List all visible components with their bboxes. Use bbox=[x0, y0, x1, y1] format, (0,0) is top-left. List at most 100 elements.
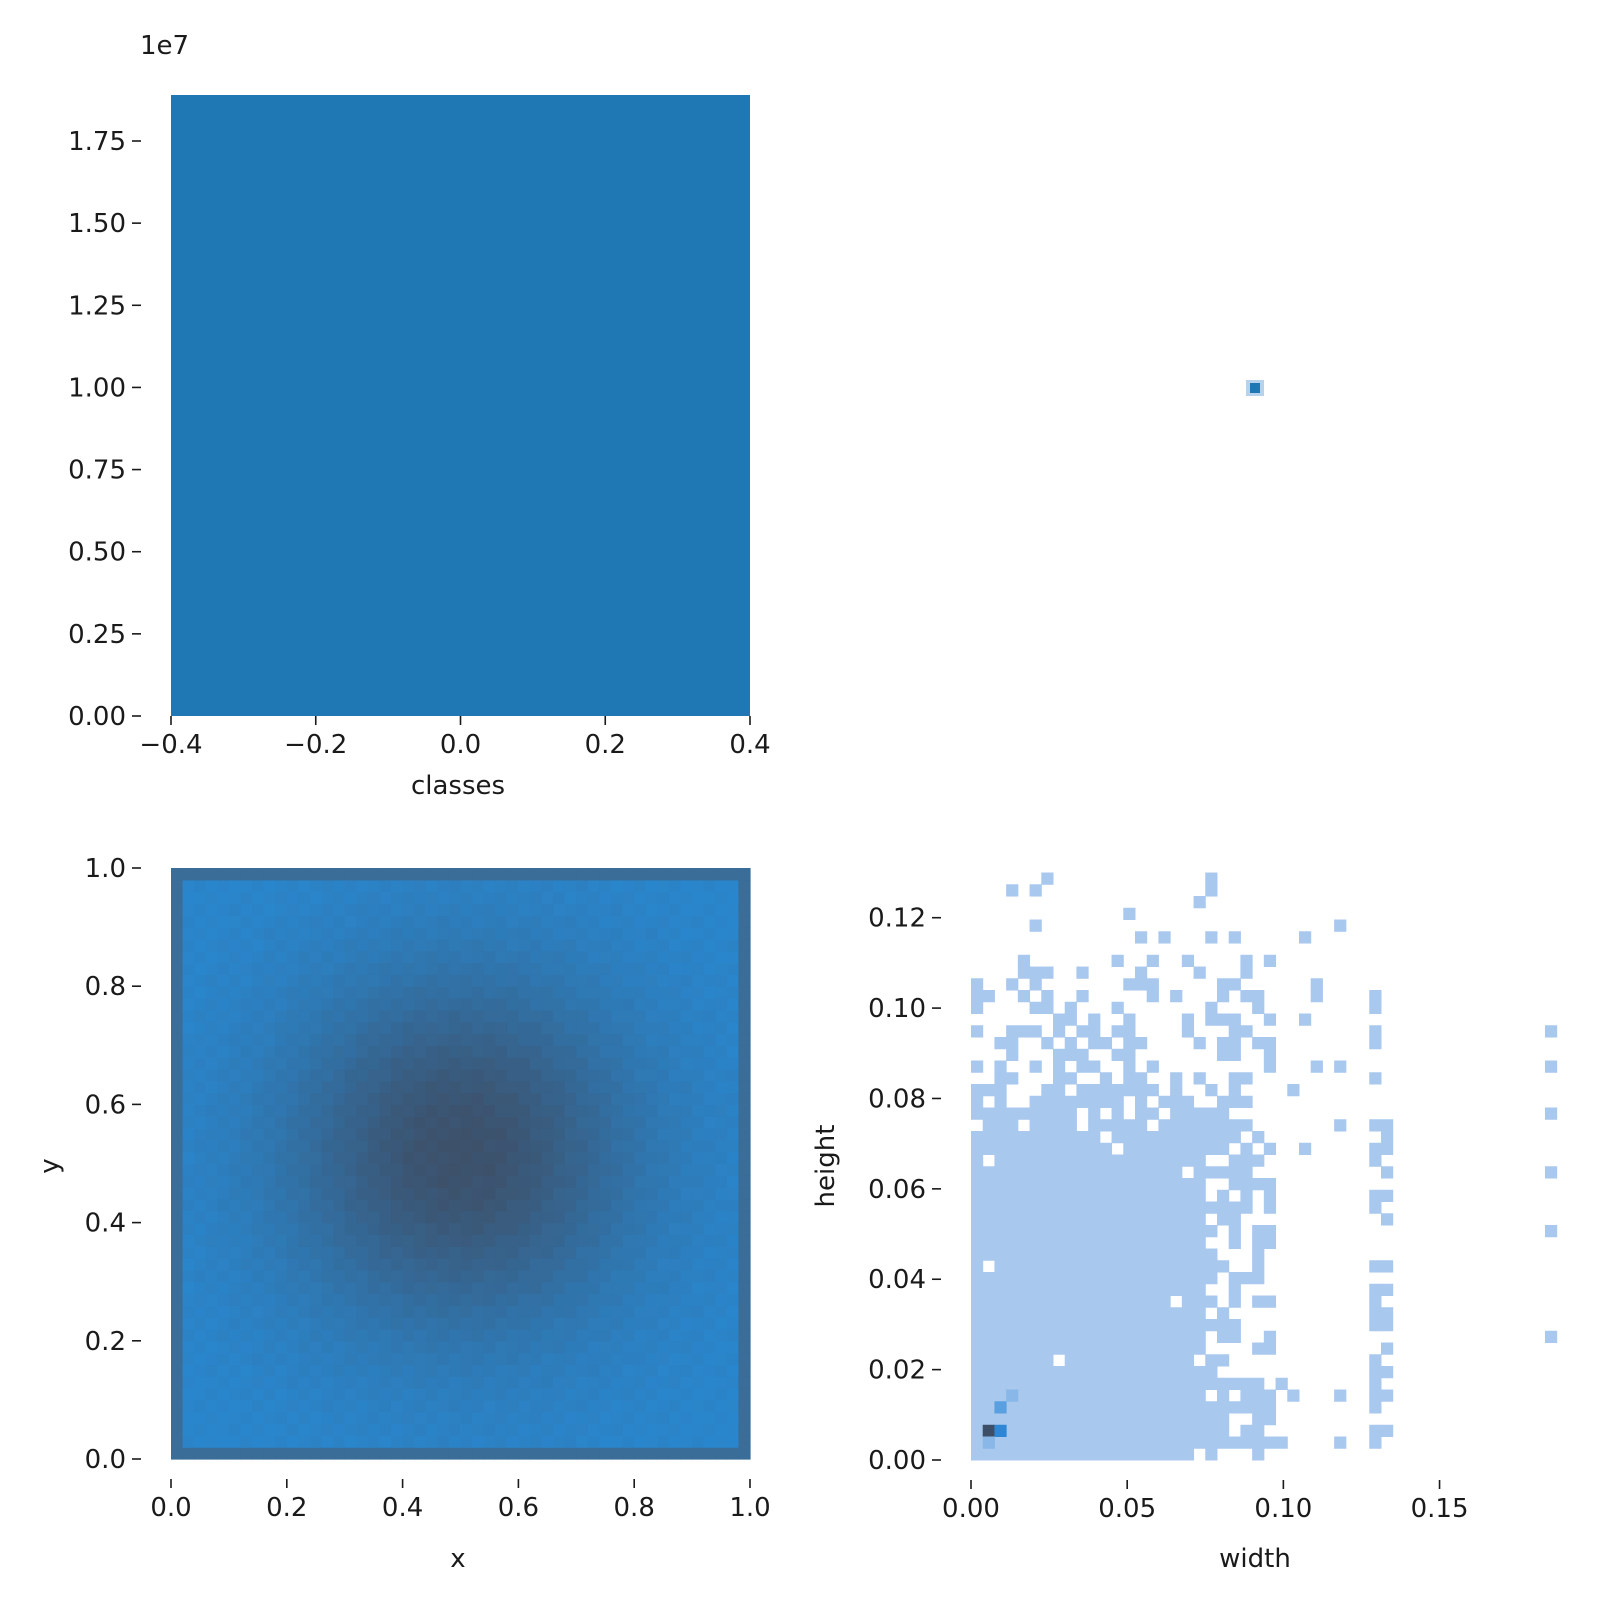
x-y-heatmap-cell bbox=[680, 1116, 693, 1129]
x-y-heatmap-cell bbox=[460, 1187, 473, 1200]
x-y-heatmap-cell bbox=[437, 1092, 450, 1105]
x-y-heatmap-cell bbox=[645, 1009, 658, 1023]
x-y-heatmap-cell bbox=[680, 927, 693, 940]
x-y-heatmap-cell bbox=[529, 1080, 543, 1094]
x-y-heatmap-cell bbox=[379, 986, 392, 999]
x-y-heatmap-cell bbox=[217, 1092, 230, 1105]
x-y-heatmap-cell bbox=[541, 1033, 554, 1046]
width-height-heatmap-cell bbox=[1170, 1436, 1183, 1449]
x-y-heatmap-cell bbox=[217, 1269, 230, 1283]
x-y-heatmap-cell bbox=[738, 1033, 751, 1046]
x-y-heatmap-cell bbox=[657, 1198, 670, 1212]
width-height-heatmap-cell bbox=[1170, 1095, 1183, 1109]
x-y-heatmap-cell bbox=[171, 1116, 184, 1129]
x-y-x-tick-label: 1.0 bbox=[729, 1493, 770, 1523]
width-height-heatmap-cell bbox=[1146, 1307, 1159, 1320]
x-y-heatmap-cell bbox=[738, 1328, 751, 1342]
x-y-heatmap-cell bbox=[402, 1364, 415, 1377]
width-height-heatmap-cell bbox=[1252, 1272, 1265, 1285]
x-y-heatmap-cell bbox=[356, 1293, 369, 1306]
x-y-heatmap-cell bbox=[286, 1175, 299, 1188]
width-height-heatmap-cell bbox=[1287, 1084, 1300, 1097]
width-height-heatmap-cell bbox=[1181, 1142, 1195, 1156]
x-y-heatmap-cell bbox=[495, 1281, 508, 1295]
width-height-heatmap-cell bbox=[1216, 1319, 1230, 1332]
width-height-heatmap-cell bbox=[1076, 1342, 1089, 1355]
x-y-heatmap-cell bbox=[611, 927, 624, 940]
x-y-heatmap-cell bbox=[634, 927, 647, 940]
x-y-heatmap-cell bbox=[622, 1234, 635, 1247]
x-y-heatmap-cell bbox=[495, 1009, 508, 1023]
x-y-heatmap-cell bbox=[182, 1234, 195, 1247]
x-y-heatmap-cell bbox=[367, 1198, 381, 1212]
width-height-heatmap-cell bbox=[982, 1354, 995, 1367]
width-height-heatmap-cell bbox=[1252, 1248, 1265, 1261]
x-y-heatmap-cell bbox=[182, 1139, 195, 1153]
width-height-heatmap-cell bbox=[1111, 1283, 1124, 1297]
width-height-heatmap-cell bbox=[1088, 1236, 1101, 1250]
x-y-heatmap-cell bbox=[634, 1151, 647, 1165]
x-y-heatmap-cell bbox=[448, 1376, 462, 1389]
width-height-heatmap-cell bbox=[1193, 1389, 1206, 1402]
x-y-heatmap-cell bbox=[275, 1222, 288, 1236]
classes-offset-text: 1e7 bbox=[140, 31, 189, 61]
width-height-heatmap-cell bbox=[1369, 1260, 1382, 1273]
x-y-heatmap-cell bbox=[182, 986, 195, 999]
x-y-heatmap-cell bbox=[553, 1447, 566, 1460]
x-y-heatmap-cell bbox=[402, 974, 415, 987]
width-height-heatmap-cell bbox=[1181, 1013, 1195, 1026]
width-height-heatmap-cell bbox=[1041, 1166, 1054, 1179]
x-y-heatmap-cell bbox=[634, 1388, 647, 1401]
x-y-heatmap-cell bbox=[587, 1210, 601, 1224]
x-y-heatmap-cell bbox=[194, 1376, 207, 1389]
x-y-heatmap-cell bbox=[263, 1092, 276, 1105]
x-y-heatmap-cell bbox=[298, 1411, 311, 1425]
x-y-heatmap-cell bbox=[657, 1057, 670, 1070]
x-y-heatmap-cell bbox=[576, 891, 589, 905]
width-height-heatmap-cell bbox=[1263, 1178, 1277, 1191]
x-y-heatmap-cell bbox=[668, 879, 682, 893]
x-y-heatmap-cell bbox=[506, 1399, 519, 1413]
x-y-heatmap-cell bbox=[622, 1411, 635, 1425]
x-y-heatmap-cell bbox=[668, 1281, 682, 1295]
width-height-heatmap-cell bbox=[1544, 1025, 1558, 1038]
x-y-heatmap-cell bbox=[564, 1139, 577, 1153]
x-y-heatmap-cell bbox=[217, 1116, 230, 1129]
width-height-heatmap-cell bbox=[971, 1084, 984, 1097]
width-height-heatmap-cell bbox=[1053, 1448, 1066, 1461]
x-y-heatmap-cell bbox=[298, 1128, 311, 1141]
x-y-heatmap-cell bbox=[495, 1068, 508, 1082]
x-y-heatmap-cell bbox=[298, 998, 311, 1011]
x-y-heatmap-cell bbox=[483, 1021, 496, 1035]
x-y-heatmap-cell bbox=[587, 1317, 601, 1330]
width-height-heatmap-cell bbox=[1111, 1354, 1124, 1367]
x-y-heatmap-cell bbox=[518, 1128, 531, 1141]
width-height-heatmap-cell bbox=[1240, 1424, 1253, 1437]
width-height-heatmap-cell bbox=[1134, 1389, 1148, 1402]
x-y-heatmap-cell bbox=[495, 938, 508, 952]
x-y-heatmap-cell bbox=[437, 1447, 450, 1460]
width-height-heatmap-cell bbox=[1006, 1225, 1019, 1238]
width-height-heatmap-cell bbox=[1029, 1283, 1042, 1297]
width-height-heatmap-cell bbox=[971, 1060, 984, 1073]
width-height-heatmap-cell bbox=[1076, 1424, 1089, 1437]
x-y-heatmap-cell bbox=[460, 1447, 473, 1460]
width-height-heatmap-cell bbox=[1076, 1142, 1089, 1156]
x-y-heatmap-cell bbox=[205, 1198, 218, 1212]
width-height-heatmap-cell bbox=[1170, 1307, 1183, 1320]
width-height-heatmap-cell bbox=[994, 1072, 1007, 1085]
x-y-heatmap-cell bbox=[483, 1187, 496, 1200]
width-height-heatmap-cell bbox=[1216, 1107, 1230, 1120]
x-y-heatmap-cell bbox=[263, 1423, 276, 1436]
x-y-heatmap-cell bbox=[703, 1116, 716, 1129]
x-y-heatmap-cell bbox=[448, 1269, 462, 1283]
x-y-heatmap-cell bbox=[576, 1198, 589, 1212]
x-y-heatmap-cell bbox=[217, 1151, 230, 1165]
x-y-heatmap-cell bbox=[692, 1447, 705, 1460]
width-height-heatmap-cell bbox=[1041, 1189, 1054, 1203]
x-y-heatmap-cell bbox=[553, 1234, 566, 1247]
x-y-heatmap-cell bbox=[541, 938, 554, 952]
width-height-heatmap-cell bbox=[1181, 1248, 1195, 1261]
x-y-heatmap-cell bbox=[333, 1128, 346, 1141]
x-y-heatmap-cell bbox=[182, 1068, 195, 1082]
